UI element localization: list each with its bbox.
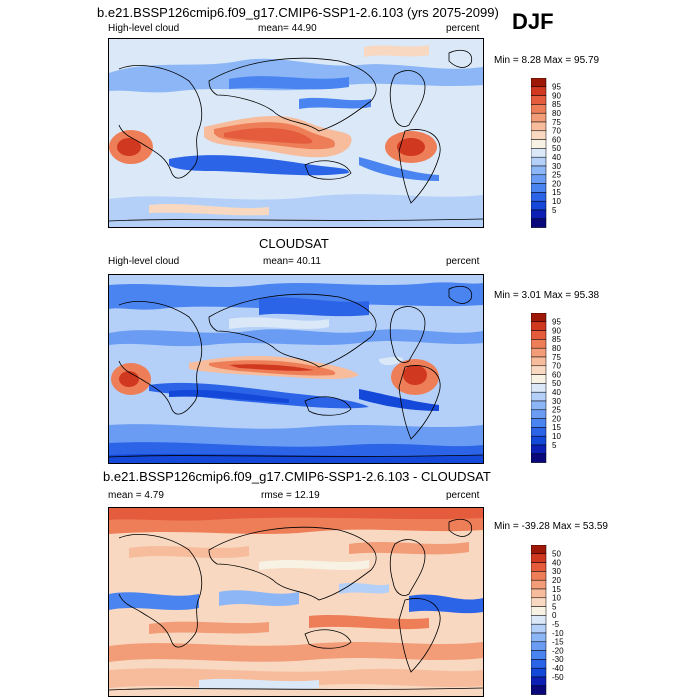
field-obs-tropics [111, 356, 439, 411]
panel-units-label-model: percent [446, 23, 480, 34]
colorbar-label-obs: 90 [552, 326, 561, 335]
colorbar-label-diff: 5 [552, 602, 557, 611]
colorbar-label-diff: -50 [552, 673, 564, 682]
colorbar-label-model: 15 [552, 188, 561, 197]
colorbar-label-model: 80 [552, 109, 561, 118]
panel-left-label-obs: High-level cloud [108, 256, 180, 267]
colorbar-swatches-obs [530, 312, 547, 463]
colorbar-label-diff: -30 [552, 655, 564, 664]
panel-center-label-obs: mean= 40.11 [263, 256, 321, 267]
colorbar-label-model: 25 [552, 171, 561, 180]
panel-minmax-model: Min = 8.28 Max = 95.79 [494, 55, 600, 66]
panel-title-obs: CLOUDSAT [259, 236, 329, 251]
colorbar-label-obs: 95 [552, 318, 561, 327]
colorbar-label-obs: 85 [552, 335, 561, 344]
colorbar-label-obs: 80 [552, 344, 561, 353]
field-obs-north [109, 282, 483, 347]
colorbar-label-diff: 40 [552, 558, 561, 567]
coastlines-diff [109, 518, 483, 691]
colorbar-label-obs: 60 [552, 370, 561, 379]
map-obs [108, 274, 484, 464]
field-obs-south [109, 424, 483, 463]
colorbar-label-model: 85 [552, 100, 561, 109]
colorbar-label-model: 30 [552, 162, 561, 171]
panel-left-label-model: High-level cloud [108, 23, 180, 34]
colorbar-diff: 50 40 30 20 15 10 5 0 -5 -10 -15 -20 -30… [530, 544, 601, 695]
panel-left-label-diff: mean = 4.79 [108, 490, 164, 501]
colorbar-label-diff: 50 [552, 550, 561, 559]
colorbar-model: 95 90 85 80 75 70 60 50 40 30 25 20 15 1… [530, 77, 601, 228]
colorbar-label-diff: -20 [552, 646, 564, 655]
field-diff-south [109, 642, 483, 690]
colorbar-label-model: 95 [552, 83, 561, 92]
colorbar-obs: 95 90 85 80 75 70 60 50 40 30 25 20 15 1… [530, 312, 601, 463]
panel-title-diff: b.e21.BSSP126cmip6.f09_g17.CMIP6-SSP1-2.… [103, 469, 491, 484]
field-model-north [109, 39, 483, 99]
colorbar-label-obs: 25 [552, 406, 561, 415]
colorbar-label-diff: -40 [552, 664, 564, 673]
colorbar-label-model: 50 [552, 144, 561, 153]
colorbar-label-model: 20 [552, 179, 561, 188]
panel-units-label-diff: percent [446, 490, 480, 501]
colorbar-label-obs: 40 [552, 388, 561, 397]
colorbar-label-obs: 5 [552, 441, 557, 450]
colorbar-label-obs: 75 [552, 353, 561, 362]
colorbar-label-diff: -10 [552, 629, 564, 638]
colorbar-swatches-model [530, 77, 547, 228]
colorbar-label-obs: 15 [552, 423, 561, 432]
colorbar-label-diff: 10 [552, 594, 561, 603]
field-diff-tropics [109, 582, 483, 634]
field-diff-north [109, 508, 483, 570]
panel-center-label-diff: rmse = 12.19 [261, 490, 320, 501]
colorbar-label-diff: -15 [552, 638, 564, 647]
season-label: DJF [512, 9, 554, 34]
map-diff [108, 507, 484, 697]
colorbar-label-diff: 30 [552, 567, 561, 576]
colorbar-label-model: 60 [552, 135, 561, 144]
colorbar-label-diff: -5 [552, 620, 560, 629]
field-model-tropics [109, 97, 439, 181]
field-model-south [109, 194, 483, 227]
panel-units-label-obs: percent [446, 256, 480, 267]
colorbar-label-obs: 10 [552, 432, 561, 441]
panel-minmax-obs: Min = 3.01 Max = 95.38 [494, 290, 600, 301]
panel-minmax-diff: Min = -39.28 Max = 53.59 [494, 521, 608, 532]
colorbar-label-obs: 20 [552, 414, 561, 423]
colorbar-label-model: 5 [552, 206, 557, 215]
colorbar-label-obs: 70 [552, 362, 561, 371]
colorbar-swatches-diff [530, 544, 547, 695]
colorbar-label-obs: 30 [552, 397, 561, 406]
colorbar-label-obs: 50 [552, 379, 561, 388]
colorbar-label-model: 70 [552, 127, 561, 136]
colorbar-label-diff: 20 [552, 576, 561, 585]
panel-title-model: b.e21.BSSP126cmip6.f09_g17.CMIP6-SSP1-2.… [97, 5, 499, 20]
map-model [108, 38, 484, 228]
colorbar-label-model: 90 [552, 91, 561, 100]
colorbar-label-diff: 15 [552, 585, 561, 594]
coastlines-obs [109, 285, 483, 458]
colorbar-label-model: 40 [552, 153, 561, 162]
colorbar-label-model: 10 [552, 197, 561, 206]
colorbar-label-model: 75 [552, 118, 561, 127]
coastlines-model [109, 49, 483, 222]
colorbar-label-diff: 0 [552, 611, 557, 620]
panel-center-label-model: mean= 44.90 [258, 23, 317, 34]
